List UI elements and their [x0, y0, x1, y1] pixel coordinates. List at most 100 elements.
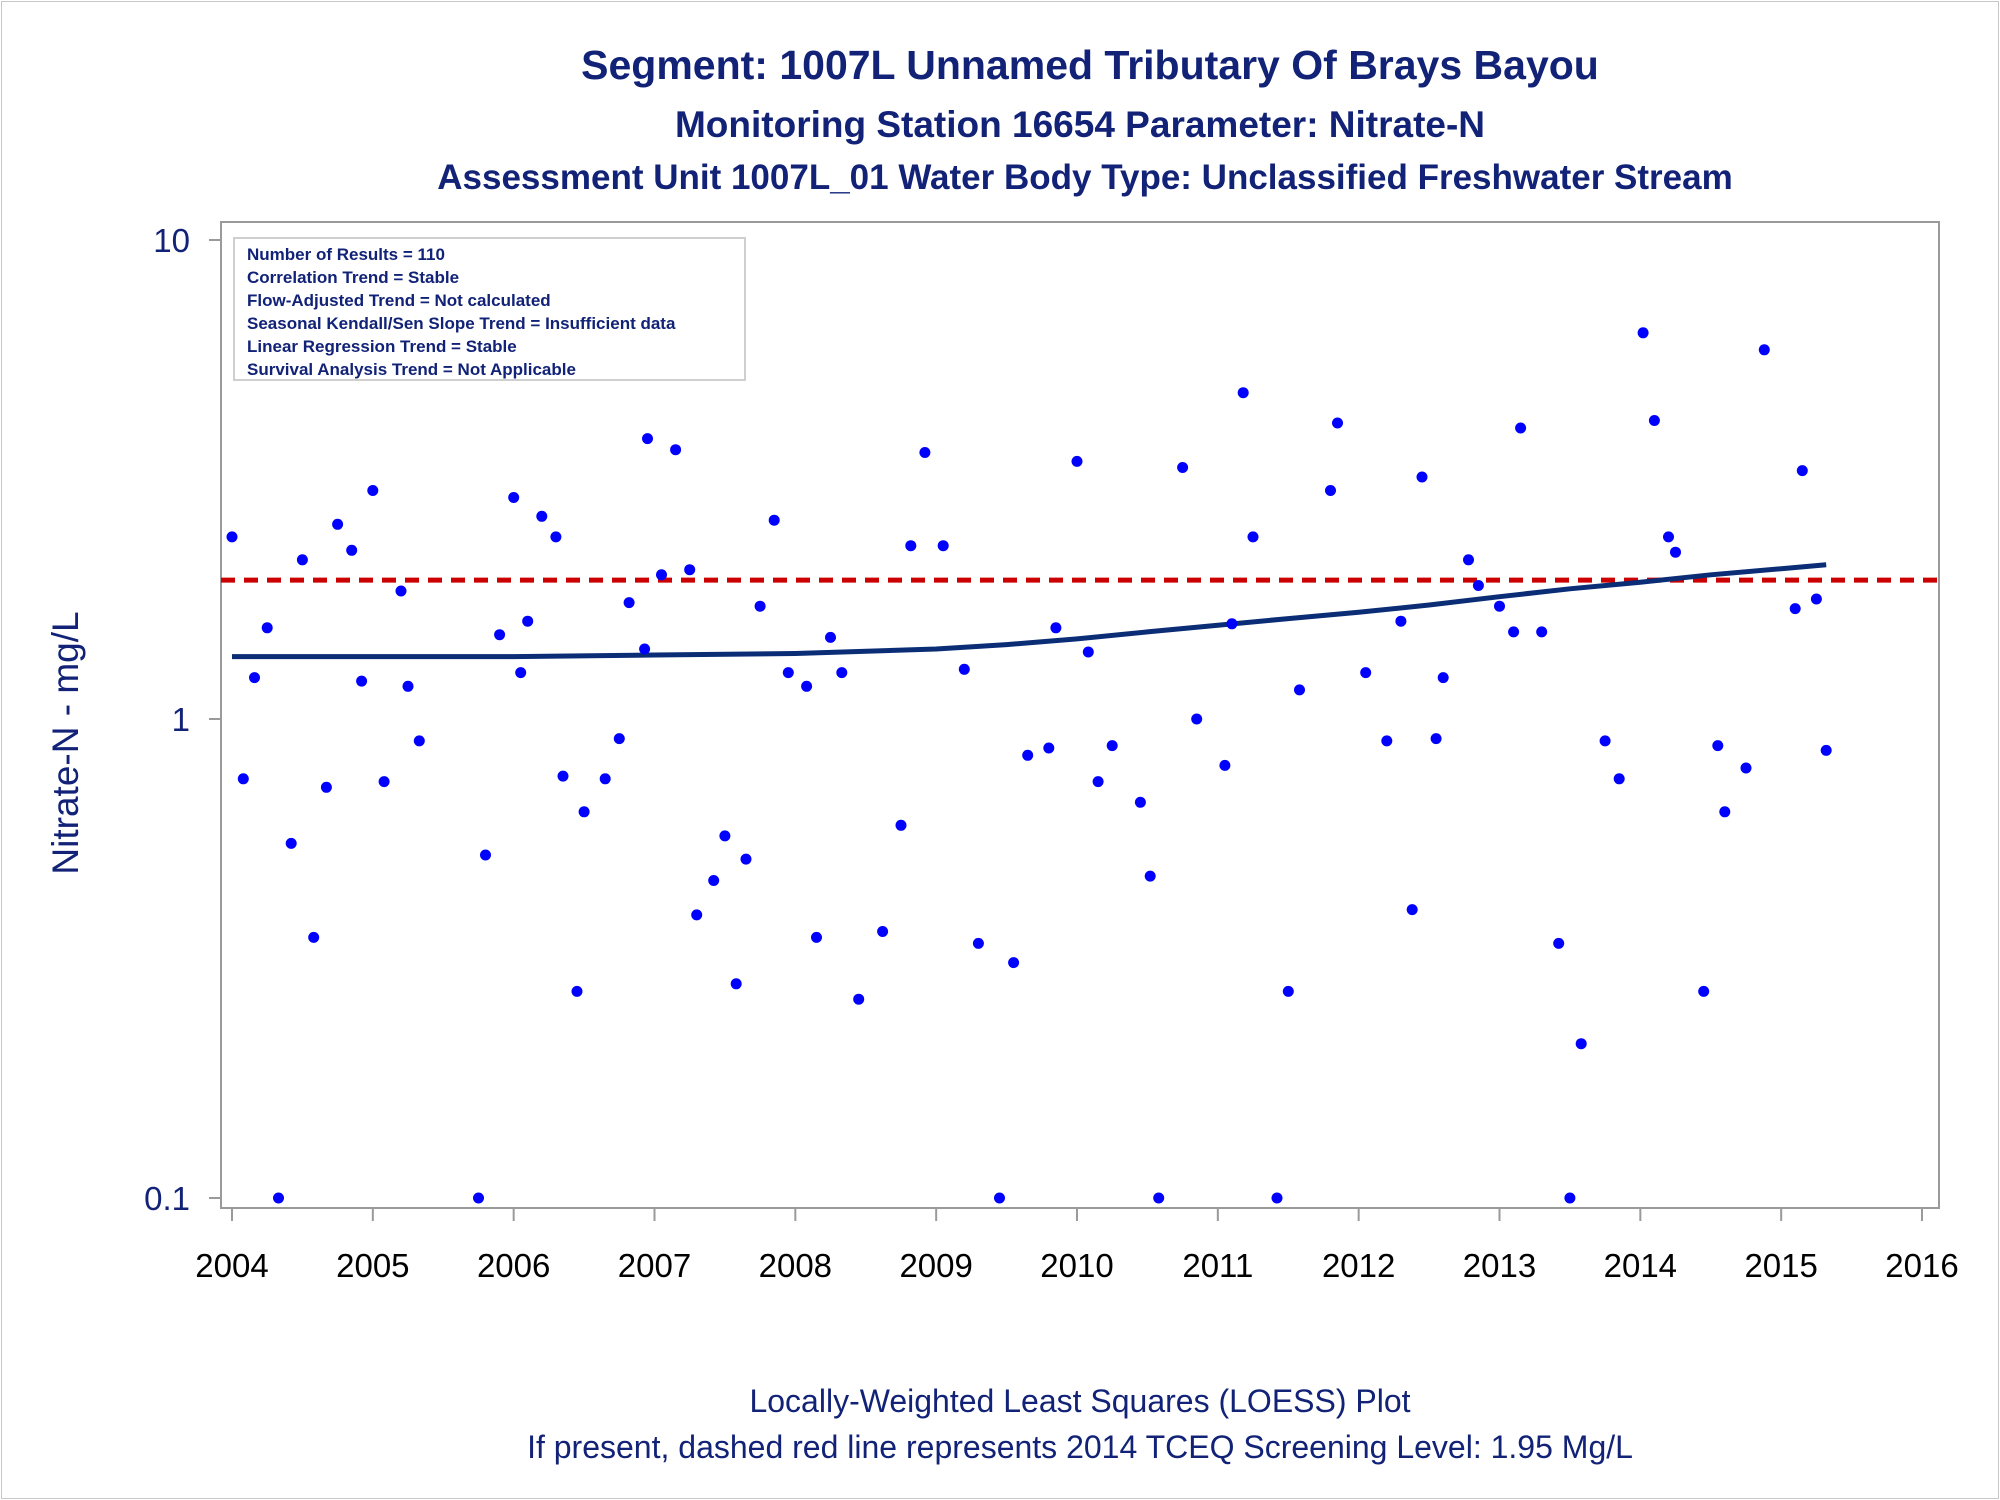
- data-point: [642, 433, 653, 445]
- x-tick-label: 2015: [1744, 1247, 1817, 1284]
- data-point: [639, 643, 651, 655]
- data-point: [994, 1192, 1005, 1204]
- data-point: [1395, 615, 1407, 627]
- data-point: [599, 773, 611, 785]
- data-point: [1219, 759, 1231, 771]
- x-tick-label: 2011: [1182, 1247, 1253, 1284]
- data-point: [1406, 904, 1418, 916]
- data-point: [1719, 806, 1731, 818]
- data-point: [782, 667, 794, 679]
- data-point: [972, 937, 984, 949]
- data-point: [1670, 546, 1681, 558]
- data-points: [226, 327, 1832, 1204]
- plot-area-border: [220, 221, 1940, 1209]
- data-point: [1092, 776, 1104, 788]
- x-tick-label: 2016: [1885, 1247, 1958, 1284]
- data-point: [670, 444, 682, 456]
- stats-line: Linear Regression Trend = Stable: [247, 337, 517, 356]
- data-point: [1294, 684, 1305, 696]
- data-point: [1508, 626, 1520, 638]
- x-tick-label: 2007: [618, 1247, 691, 1284]
- data-point: [684, 564, 696, 576]
- data-point: [1106, 740, 1118, 752]
- x-tick-label: 2010: [1040, 1247, 1113, 1284]
- data-point: [494, 629, 506, 641]
- data-point: [1071, 455, 1083, 467]
- x-axis: 2004 2005 2006 2007 2008 2009 2010 2011 2012 2013…: [195, 1208, 1959, 1284]
- data-point: [708, 875, 720, 886]
- data-point: [1050, 622, 1062, 634]
- x-tick-label: 2004: [195, 1247, 268, 1284]
- data-point: [623, 597, 635, 609]
- data-point: [1599, 735, 1611, 747]
- data-point: [1134, 796, 1146, 808]
- stats-line: Survival Analysis Trend = Not Applicable: [247, 360, 576, 379]
- data-point: [273, 1192, 284, 1204]
- data-point: [825, 631, 836, 643]
- data-point: [480, 849, 491, 861]
- data-point: [1360, 667, 1372, 679]
- data-point: [895, 819, 907, 831]
- data-point: [768, 514, 780, 526]
- data-point: [1463, 554, 1474, 566]
- data-point: [508, 492, 520, 503]
- data-point: [1247, 531, 1259, 543]
- data-point: [550, 531, 562, 543]
- data-point: [1332, 417, 1343, 429]
- data-point: [1663, 531, 1674, 543]
- data-point: [1637, 327, 1649, 339]
- data-point: [1043, 742, 1055, 754]
- data-point: [1437, 672, 1449, 684]
- data-point: [378, 776, 390, 788]
- x-tick-label: 2012: [1322, 1247, 1395, 1284]
- data-point: [1082, 646, 1094, 658]
- data-point: [877, 926, 889, 937]
- data-point: [1575, 1038, 1587, 1050]
- stats-line: Number of Results = 110: [247, 245, 445, 264]
- data-point: [413, 735, 425, 747]
- x-tick-label: 2005: [336, 1247, 409, 1284]
- data-point: [1810, 593, 1822, 605]
- data-point: [1564, 1192, 1576, 1204]
- chart-title: Segment: 1007L Unnamed Tributary Of Bray…: [581, 42, 1599, 88]
- data-point: [1536, 626, 1548, 638]
- data-point: [536, 510, 548, 522]
- data-point: [1789, 603, 1801, 615]
- y-axis-label: Nitrate-N - mg/L: [45, 611, 86, 874]
- data-point: [1282, 985, 1294, 997]
- stats-line: Flow-Adjusted Trend = Not calculated: [247, 291, 551, 310]
- data-point: [853, 993, 865, 1005]
- data-point: [801, 680, 813, 692]
- data-point: [1472, 580, 1484, 591]
- data-point: [356, 675, 368, 687]
- data-point: [1740, 762, 1752, 774]
- data-point: [515, 667, 527, 679]
- data-point: [578, 806, 590, 818]
- stats-line: Seasonal Kendall/Sen Slope Trend = Insuf…: [247, 314, 676, 333]
- data-point: [1008, 957, 1020, 969]
- data-point: [1271, 1192, 1283, 1204]
- y-tick-label: 0.1: [144, 1180, 190, 1217]
- y-tick-label: 1: [172, 701, 190, 738]
- data-point: [226, 531, 238, 543]
- data-point: [346, 544, 358, 556]
- data-point: [1796, 465, 1808, 477]
- y-axis: 0.1 1 10: [144, 222, 221, 1217]
- data-point: [958, 663, 970, 675]
- data-point: [613, 733, 625, 745]
- data-point: [1325, 485, 1336, 496]
- stats-line: Correlation Trend = Stable: [247, 268, 459, 287]
- data-point: [1177, 462, 1189, 473]
- data-point: [1712, 740, 1724, 752]
- data-point: [1430, 733, 1442, 745]
- data-point: [296, 554, 308, 566]
- x-tick-label: 2013: [1463, 1247, 1536, 1284]
- data-point: [1153, 1192, 1165, 1204]
- data-point: [1144, 870, 1156, 882]
- data-point: [1820, 744, 1832, 756]
- data-point: [285, 837, 297, 849]
- x-tick-label: 2009: [899, 1247, 972, 1284]
- data-point: [1553, 937, 1565, 949]
